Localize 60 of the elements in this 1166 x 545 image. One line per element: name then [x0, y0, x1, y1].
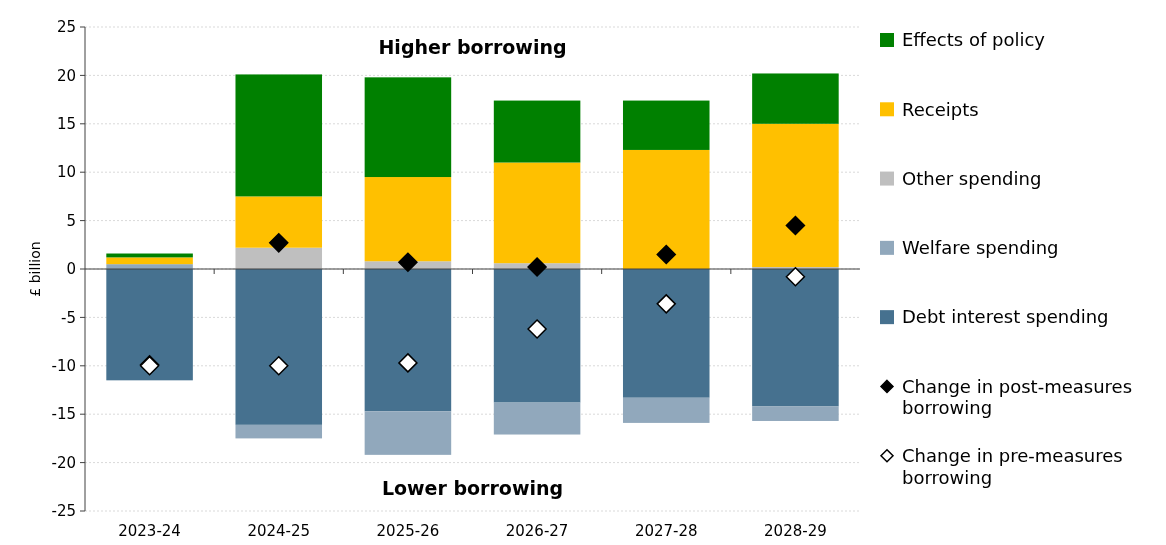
point	[527, 257, 547, 277]
bar	[235, 269, 323, 425]
bar	[752, 269, 839, 407]
y-tick-label: 10	[56, 163, 76, 182]
bar	[622, 269, 710, 398]
x-tick-label: 2025-26	[376, 522, 440, 540]
bar	[622, 100, 710, 150]
bar	[235, 247, 323, 269]
bar	[752, 406, 839, 421]
y-tick-label: 20	[56, 66, 76, 85]
point	[398, 353, 418, 373]
point	[656, 244, 676, 265]
y-tick-label: -5	[61, 308, 76, 327]
bar	[235, 74, 323, 197]
bar	[106, 257, 193, 265]
point	[527, 319, 547, 339]
bar	[106, 269, 193, 381]
point	[785, 266, 806, 287]
y-tick-label: 5	[66, 211, 76, 230]
x-tick-label: 2027-28	[634, 522, 698, 540]
bar	[493, 269, 581, 403]
point	[398, 252, 418, 272]
bar	[364, 77, 452, 178]
point	[269, 356, 289, 376]
y-tick-label: 25	[56, 18, 76, 37]
point	[269, 233, 289, 253]
bar	[235, 196, 323, 248]
x-tick-label: 2028-29	[764, 522, 827, 540]
x-tick-label: 2024-25	[247, 522, 311, 540]
y-tick-label: 15	[56, 115, 76, 134]
bar	[752, 73, 839, 124]
bar	[364, 177, 452, 262]
bar	[235, 424, 323, 439]
point	[785, 215, 806, 236]
bar	[493, 402, 581, 435]
point	[656, 294, 676, 314]
legend-label: Change in post-measures borrowing	[902, 375, 1133, 419]
annotation: Higher borrowing	[378, 36, 567, 58]
y-axis-title: £ billion	[27, 241, 43, 297]
legend-label: Receipts	[902, 98, 979, 120]
y-tick-label: -10	[51, 357, 76, 376]
bar	[364, 269, 452, 412]
y-tick-label: -25	[51, 502, 76, 521]
y-tick-label: -15	[51, 405, 76, 424]
bar	[493, 162, 581, 264]
y-tick-label: 0	[66, 260, 76, 279]
y-tick-label: -20	[51, 453, 76, 472]
legend-label: Other spending	[902, 167, 1042, 189]
x-tick-label: 2026-27	[505, 522, 569, 540]
legend-label: Welfare spending	[902, 237, 1059, 259]
bar	[622, 149, 710, 269]
legend-label: Effects of policy	[902, 29, 1046, 51]
bar	[622, 397, 710, 423]
bar	[752, 123, 839, 268]
x-tick-label: 2023-24	[118, 522, 181, 540]
legend-label: Debt interest spending	[902, 306, 1109, 328]
legend-label: Change in pre-measures borrowing	[902, 445, 1123, 488]
bar	[493, 100, 581, 163]
bar	[364, 411, 452, 455]
annotation: Lower borrowing	[381, 477, 564, 499]
